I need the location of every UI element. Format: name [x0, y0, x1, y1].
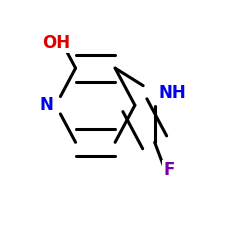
- Text: OH: OH: [42, 34, 70, 52]
- Text: N: N: [40, 96, 53, 114]
- Text: F: F: [164, 162, 175, 180]
- Text: NH: NH: [158, 84, 186, 102]
